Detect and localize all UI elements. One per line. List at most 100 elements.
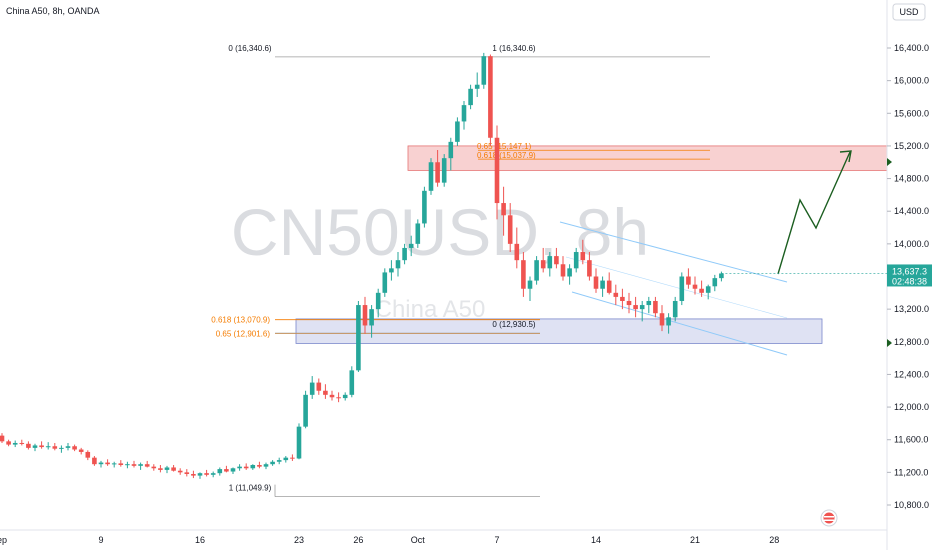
candle[interactable] bbox=[626, 292, 632, 314]
candle[interactable] bbox=[435, 150, 440, 187]
candle[interactable] bbox=[415, 219, 421, 248]
channel-lower-line[interactable] bbox=[571, 291, 788, 356]
candle[interactable] bbox=[653, 296, 658, 318]
candle[interactable] bbox=[316, 378, 322, 395]
candle[interactable] bbox=[230, 467, 236, 474]
candle[interactable] bbox=[587, 252, 592, 281]
candle[interactable] bbox=[12, 440, 18, 448]
candle[interactable] bbox=[699, 280, 704, 297]
candle[interactable] bbox=[468, 84, 473, 110]
candle[interactable] bbox=[395, 252, 401, 277]
candle[interactable] bbox=[646, 296, 652, 314]
candle[interactable] bbox=[501, 186, 506, 236]
candle[interactable] bbox=[620, 288, 625, 310]
candle[interactable] bbox=[111, 461, 117, 468]
candle[interactable] bbox=[191, 470, 196, 479]
candle[interactable] bbox=[32, 443, 38, 452]
candle[interactable] bbox=[613, 284, 619, 306]
candle[interactable] bbox=[349, 366, 355, 398]
candle[interactable] bbox=[494, 125, 500, 220]
candle[interactable] bbox=[514, 227, 520, 269]
projection-path[interactable] bbox=[777, 151, 851, 275]
candle[interactable] bbox=[98, 460, 104, 468]
candle[interactable] bbox=[567, 264, 572, 285]
flag-icon[interactable] bbox=[820, 509, 838, 527]
candle[interactable] bbox=[507, 203, 513, 253]
candle[interactable] bbox=[336, 392, 341, 403]
candle[interactable] bbox=[6, 439, 11, 447]
candle[interactable] bbox=[0, 433, 5, 443]
candle[interactable] bbox=[560, 256, 566, 281]
candle[interactable] bbox=[672, 296, 678, 322]
candle[interactable] bbox=[257, 461, 262, 469]
candle[interactable] bbox=[290, 454, 295, 461]
candle[interactable] bbox=[118, 460, 124, 467]
candle[interactable] bbox=[276, 457, 282, 465]
candle[interactable] bbox=[692, 276, 698, 295]
candle[interactable] bbox=[633, 296, 638, 318]
candle[interactable] bbox=[441, 154, 447, 187]
candle[interactable] bbox=[243, 463, 249, 470]
candle[interactable] bbox=[356, 300, 361, 372]
candle[interactable] bbox=[342, 392, 348, 401]
candle[interactable] bbox=[600, 276, 605, 297]
candle[interactable] bbox=[488, 54, 493, 146]
candle[interactable] bbox=[593, 268, 599, 293]
candle[interactable] bbox=[39, 441, 44, 449]
candle[interactable] bbox=[263, 462, 269, 470]
candle[interactable] bbox=[323, 384, 328, 399]
candle[interactable] bbox=[184, 469, 190, 477]
candle[interactable] bbox=[270, 460, 275, 466]
candle[interactable] bbox=[369, 305, 374, 338]
candle[interactable] bbox=[382, 268, 388, 297]
candle[interactable] bbox=[164, 465, 170, 474]
candle[interactable] bbox=[448, 137, 454, 171]
candle[interactable] bbox=[197, 472, 203, 479]
candle[interactable] bbox=[151, 464, 157, 471]
candle[interactable] bbox=[329, 390, 335, 401]
candle[interactable] bbox=[204, 469, 209, 477]
last-price-badge[interactable] bbox=[887, 264, 932, 287]
candle[interactable] bbox=[303, 390, 308, 429]
candle[interactable] bbox=[402, 243, 407, 265]
candle[interactable] bbox=[283, 456, 289, 463]
candle[interactable] bbox=[362, 296, 368, 334]
candle[interactable] bbox=[26, 441, 31, 450]
candle[interactable] bbox=[65, 442, 71, 451]
candle[interactable] bbox=[144, 460, 150, 468]
candle[interactable] bbox=[573, 247, 579, 273]
candle[interactable] bbox=[422, 186, 427, 228]
candle[interactable] bbox=[455, 117, 460, 146]
candle[interactable] bbox=[705, 284, 711, 300]
candle[interactable] bbox=[210, 471, 216, 478]
candle[interactable] bbox=[580, 239, 586, 265]
candle[interactable] bbox=[461, 101, 467, 130]
candle[interactable] bbox=[408, 235, 414, 257]
candle[interactable] bbox=[521, 252, 526, 297]
currency-button[interactable] bbox=[892, 3, 926, 21]
candle[interactable] bbox=[712, 274, 718, 292]
candle[interactable] bbox=[540, 247, 546, 273]
channel-upper-line[interactable] bbox=[559, 221, 788, 283]
candle[interactable] bbox=[171, 465, 176, 472]
channel-mid-line[interactable] bbox=[565, 256, 788, 319]
candle[interactable] bbox=[606, 272, 612, 295]
candle[interactable] bbox=[719, 271, 724, 282]
candle[interactable] bbox=[639, 300, 645, 322]
candle[interactable] bbox=[666, 313, 671, 334]
candle[interactable] bbox=[659, 305, 665, 332]
candle[interactable] bbox=[534, 256, 539, 285]
candle[interactable] bbox=[250, 464, 256, 470]
candle[interactable] bbox=[59, 445, 64, 453]
candle[interactable] bbox=[686, 268, 691, 289]
candle[interactable] bbox=[131, 460, 137, 468]
candle[interactable] bbox=[217, 467, 223, 476]
candle[interactable] bbox=[474, 72, 480, 97]
candle[interactable] bbox=[92, 456, 97, 466]
candle[interactable] bbox=[679, 272, 685, 306]
candle[interactable] bbox=[78, 447, 84, 455]
candle[interactable] bbox=[158, 465, 163, 473]
candle[interactable] bbox=[554, 247, 559, 269]
candle[interactable] bbox=[19, 439, 25, 446]
